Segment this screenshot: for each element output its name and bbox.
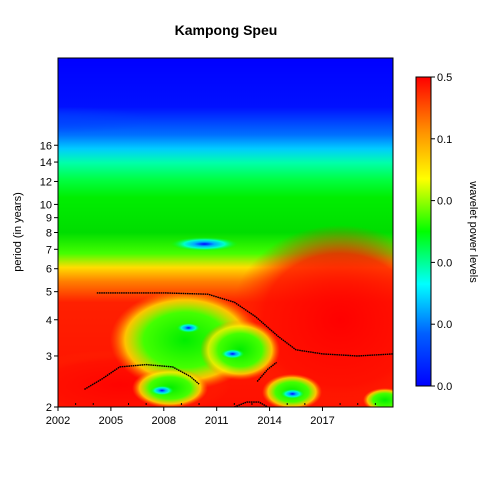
colorbar-tick-label-1: 0.1: [437, 134, 452, 146]
power-minimum-3: [150, 385, 175, 396]
top-blue-band: [58, 106, 220, 134]
y-axis-label: period (in years): [12, 192, 24, 271]
x-tick-label-0: 2002: [46, 415, 70, 427]
y-tick-label-11: 16: [40, 140, 52, 152]
power-minimum-1: [176, 322, 201, 333]
y-tick-label-6: 8: [46, 228, 52, 240]
x-tick-label-5: 2017: [310, 415, 334, 427]
low-power-region-corner: [363, 388, 393, 407]
significance-contour-1: [84, 363, 200, 391]
y-tick-label-9: 12: [40, 176, 52, 188]
x-tick-label-2: 2008: [152, 415, 176, 427]
colorbar: 0.5 0.1 0.0 0.0 0.0 0.0 wavelet power levels: [415, 72, 479, 393]
power-minimum-2: [220, 348, 245, 359]
significance-contour-0: [96, 292, 393, 357]
colorbar-tick-label-0: 0.5: [437, 72, 452, 84]
y-axis: 2 3 4 5 6 7 8 9 10 12 14 16: [40, 140, 58, 414]
power-minimum-0: [170, 237, 239, 252]
chart-title: Kampong Speu: [175, 22, 278, 38]
y-tick-label-1: 3: [46, 351, 52, 363]
plot-area: [58, 58, 393, 407]
significance-contour-3: [234, 401, 269, 407]
y-tick-label-7: 9: [46, 213, 52, 225]
y-tick-label-8: 10: [40, 199, 52, 211]
colorbar-tick-label-5: 0.0: [437, 381, 452, 393]
y-tick-label-4: 6: [46, 264, 52, 276]
y-tick-label-3: 5: [46, 287, 52, 299]
power-minimum-4: [280, 388, 305, 399]
y-tick-label-5: 7: [46, 244, 52, 256]
colorbar-tick-label-4: 0.0: [437, 319, 452, 331]
colorbar-label: wavelet power levels: [467, 180, 479, 283]
y-tick-label-2: 4: [46, 315, 52, 327]
colorbar-gradient: [415, 76, 432, 387]
colorbar-tick-label-3: 0.0: [437, 257, 452, 269]
colorbar-tick-label-2: 0.0: [437, 196, 452, 208]
y-tick-label-0: 2: [46, 402, 52, 414]
heatmap-regions: [58, 225, 393, 407]
x-tick-label-3: 2011: [205, 415, 229, 427]
x-tick-label-4: 2014: [257, 415, 281, 427]
x-tick-label-1: 2005: [99, 415, 123, 427]
x-axis: 2002 2005 2008 2011 2014 2017: [46, 403, 394, 427]
significance-contour-2: [256, 361, 278, 382]
y-tick-label-10: 14: [40, 157, 52, 169]
